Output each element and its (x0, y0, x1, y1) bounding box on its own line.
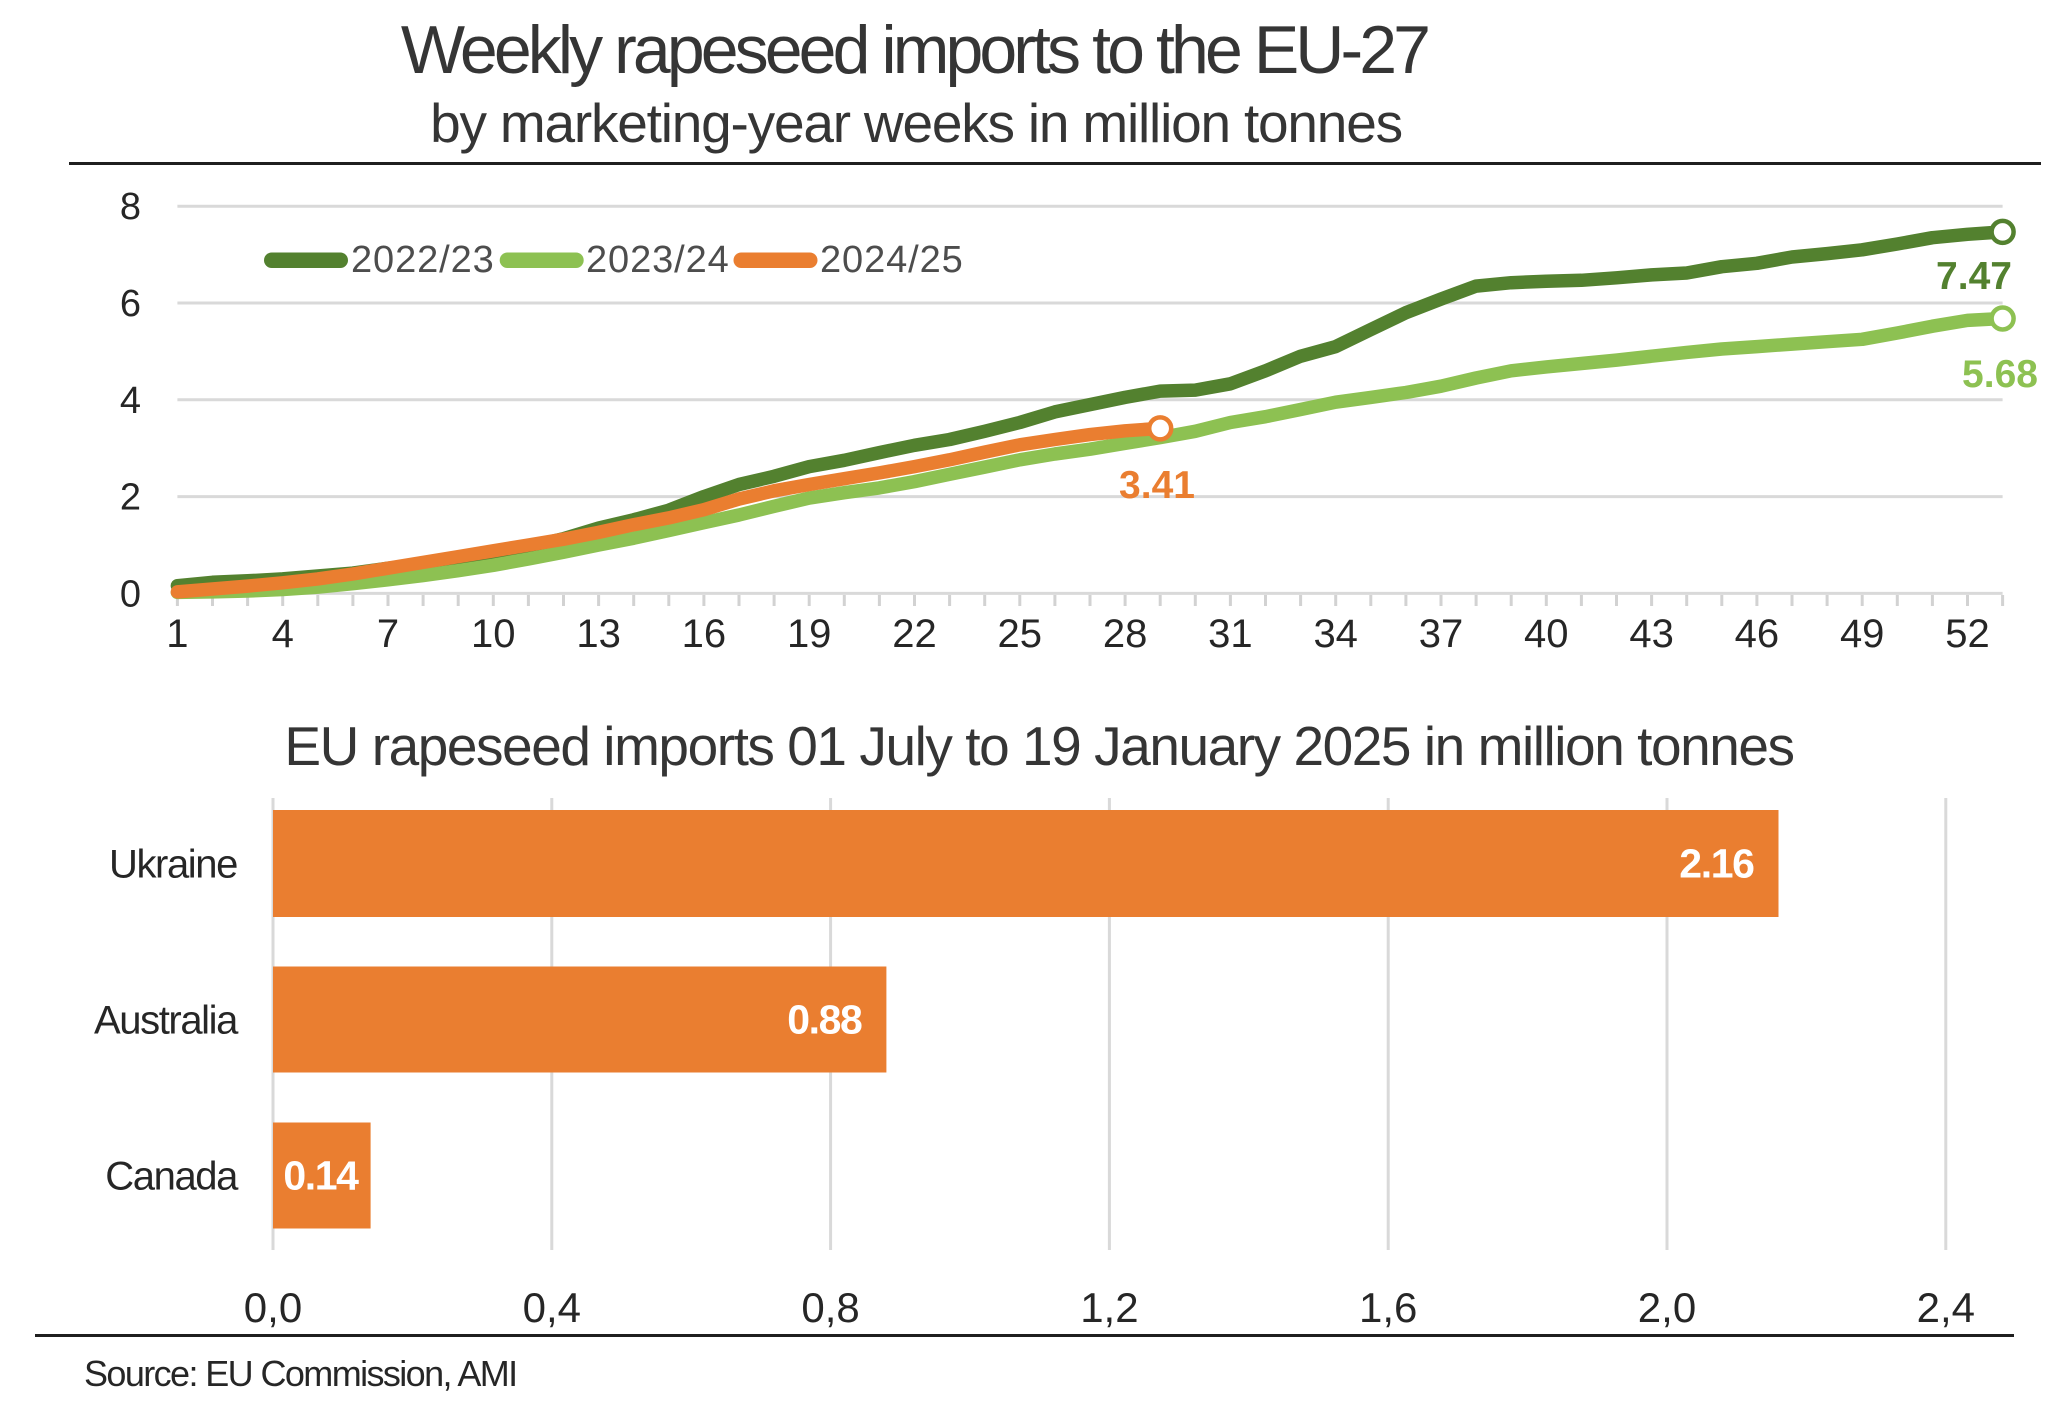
svg-text:49: 49 (1840, 612, 1885, 656)
svg-text:28: 28 (1103, 612, 1148, 656)
svg-text:Australia: Australia (94, 999, 239, 1043)
svg-text:0,8: 0,8 (801, 1284, 859, 1331)
svg-text:5.68: 5.68 (1962, 353, 2038, 396)
svg-text:4: 4 (120, 380, 141, 422)
svg-text:2: 2 (120, 477, 141, 519)
svg-text:6: 6 (120, 283, 141, 325)
svg-text:0: 0 (120, 573, 141, 615)
svg-text:Ukraine: Ukraine (109, 843, 237, 887)
svg-text:40: 40 (1524, 612, 1569, 656)
svg-text:19: 19 (787, 612, 832, 656)
svg-text:0,0: 0,0 (244, 1284, 302, 1331)
svg-text:25: 25 (998, 612, 1043, 656)
svg-text:by marketing-year weeks in mil: by marketing-year weeks in million tonne… (430, 92, 1402, 154)
svg-text:2024/25: 2024/25 (820, 239, 964, 281)
svg-text:52: 52 (1945, 612, 1990, 656)
svg-text:Weekly rapeseed imports to the: Weekly rapeseed imports to the EU-27 (401, 12, 1428, 88)
svg-text:22: 22 (892, 612, 937, 656)
svg-text:10: 10 (471, 612, 516, 656)
svg-text:7.47: 7.47 (1936, 255, 2012, 298)
svg-text:3.41: 3.41 (1119, 464, 1195, 507)
svg-text:2.16: 2.16 (1679, 841, 1754, 887)
svg-text:7: 7 (377, 612, 399, 656)
svg-text:EU rapeseed imports 01 July to: EU rapeseed imports 01 July to 19 Januar… (284, 715, 1793, 777)
svg-text:0,4: 0,4 (523, 1284, 581, 1331)
svg-text:0.88: 0.88 (787, 997, 862, 1043)
svg-text:31: 31 (1208, 612, 1253, 656)
svg-text:1: 1 (166, 612, 188, 656)
svg-text:2,4: 2,4 (1917, 1284, 1975, 1331)
svg-text:Source: EU Commission, AMI: Source: EU Commission, AMI (84, 1353, 517, 1394)
svg-text:46: 46 (1735, 612, 1780, 656)
svg-text:4: 4 (272, 612, 294, 656)
svg-text:8: 8 (120, 186, 141, 228)
svg-text:2022/23: 2022/23 (351, 239, 495, 281)
svg-text:1,2: 1,2 (1080, 1284, 1138, 1331)
svg-text:0.14: 0.14 (283, 1153, 359, 1199)
svg-text:34: 34 (1313, 612, 1358, 656)
svg-text:Canada: Canada (105, 1155, 239, 1199)
svg-text:37: 37 (1419, 612, 1464, 656)
svg-text:13: 13 (576, 612, 621, 656)
svg-text:2,0: 2,0 (1638, 1284, 1696, 1331)
svg-text:16: 16 (682, 612, 727, 656)
svg-text:43: 43 (1629, 612, 1674, 656)
svg-text:2023/24: 2023/24 (586, 239, 730, 281)
svg-text:1,6: 1,6 (1359, 1284, 1417, 1331)
